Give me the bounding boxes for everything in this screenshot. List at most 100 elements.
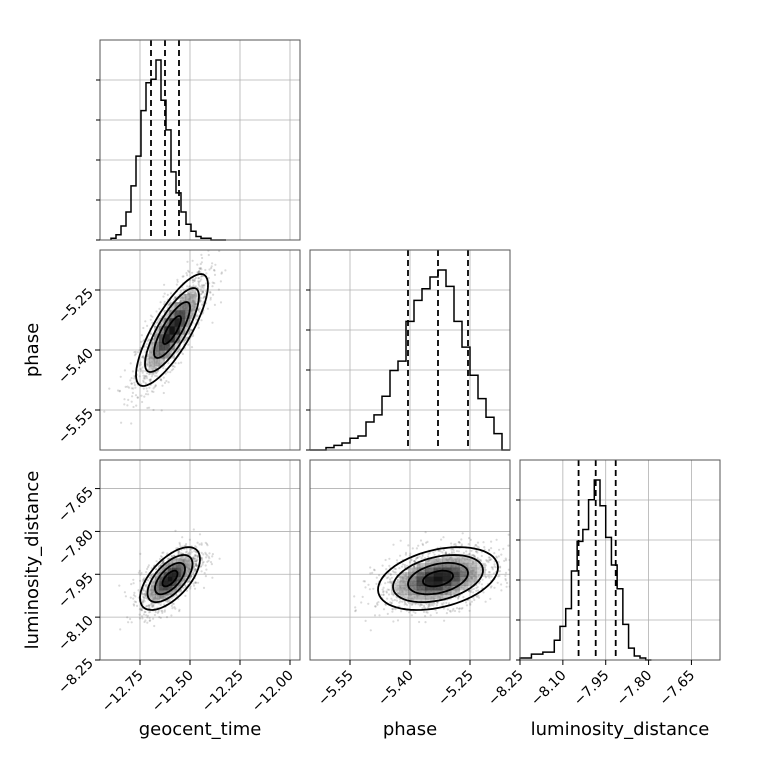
density-cell	[468, 576, 478, 582]
density-cell	[159, 585, 165, 591]
sample-point	[132, 578, 135, 581]
sample-point	[496, 581, 499, 584]
sample-point	[457, 597, 460, 600]
sample-point	[410, 559, 413, 562]
sample-point	[172, 298, 176, 301]
sample-point	[144, 594, 147, 597]
density-cell	[408, 589, 418, 595]
sample-point	[194, 562, 198, 566]
sample-point	[142, 379, 145, 382]
sample-point	[211, 576, 214, 579]
sample-point	[445, 601, 448, 605]
sample-point	[199, 271, 202, 274]
sample-point	[148, 616, 151, 620]
sample-point	[203, 296, 206, 299]
sample-point	[197, 555, 200, 558]
density-cell	[425, 580, 435, 586]
sample-point	[394, 608, 397, 611]
hist-panel-phase	[306, 249, 511, 451]
density-cell	[174, 318, 181, 327]
sample-point	[151, 315, 154, 318]
sample-point	[462, 551, 465, 555]
sample-point	[136, 396, 139, 399]
sample-point	[124, 595, 127, 598]
sample-point	[200, 286, 204, 289]
sample-point	[369, 572, 372, 575]
sample-point	[140, 369, 143, 373]
sample-point	[208, 268, 211, 271]
sample-point	[450, 548, 453, 551]
sample-point	[184, 551, 188, 554]
density-cell	[163, 594, 169, 600]
sample-point	[149, 380, 152, 383]
sample-point	[200, 542, 203, 545]
sample-point	[393, 571, 396, 574]
density-cell	[450, 580, 461, 586]
sample-point	[201, 275, 204, 278]
sample-point	[119, 375, 122, 378]
sample-point	[385, 577, 389, 580]
sample-point	[374, 605, 377, 608]
sample-point	[133, 600, 136, 603]
sample-point	[413, 565, 416, 568]
sample-point	[487, 571, 490, 574]
sample-point	[489, 597, 492, 601]
sample-point	[484, 600, 487, 603]
contour-line	[153, 301, 191, 359]
sample-point	[163, 292, 166, 295]
sample-point	[195, 554, 198, 557]
sample-point	[419, 539, 423, 542]
sample-point	[201, 563, 204, 566]
density-cell	[167, 580, 173, 586]
contour-line	[162, 315, 182, 345]
sample-point	[187, 269, 190, 272]
sample-point	[200, 557, 204, 560]
sample-point	[161, 561, 164, 565]
sample-point	[142, 578, 145, 581]
density-cell	[468, 567, 478, 573]
sample-point	[468, 590, 471, 593]
sample-point	[473, 555, 476, 558]
density-cell	[176, 576, 182, 582]
density-cell	[408, 567, 418, 573]
sample-point	[140, 571, 143, 575]
sample-point	[199, 279, 202, 282]
sample-point	[140, 607, 143, 610]
sample-point	[163, 609, 166, 612]
sample-point	[148, 378, 151, 381]
sample-point	[169, 371, 172, 374]
density-cell	[150, 589, 156, 595]
sample-point	[159, 616, 162, 620]
sample-point	[455, 550, 459, 553]
sample-point	[191, 278, 194, 282]
sample-point	[220, 271, 223, 274]
density-cell	[172, 580, 177, 586]
sample-point	[133, 591, 136, 595]
sample-point	[387, 593, 391, 596]
sample-point	[143, 577, 146, 580]
sample-point	[183, 544, 186, 547]
sample-point	[166, 552, 169, 555]
contour-line	[154, 562, 186, 596]
sample-point	[388, 557, 391, 560]
sample-point	[483, 546, 486, 549]
sample-point	[157, 610, 160, 613]
sample-point	[197, 281, 201, 284]
density-cell	[154, 326, 160, 335]
density-cell	[442, 571, 452, 577]
sample-point	[177, 551, 180, 554]
sample-point	[175, 547, 178, 550]
sample-point	[206, 554, 209, 557]
sample-point	[360, 601, 363, 604]
sample-point	[190, 551, 193, 554]
sample-point	[180, 361, 183, 364]
sample-point	[362, 580, 365, 583]
sample-point	[147, 604, 150, 607]
density-cell	[163, 571, 169, 577]
sample-point	[384, 582, 387, 585]
sample-point	[165, 379, 168, 383]
sample-point	[482, 591, 485, 594]
sample-point	[160, 556, 164, 559]
sample-point	[153, 385, 156, 389]
sample-point	[211, 285, 214, 288]
